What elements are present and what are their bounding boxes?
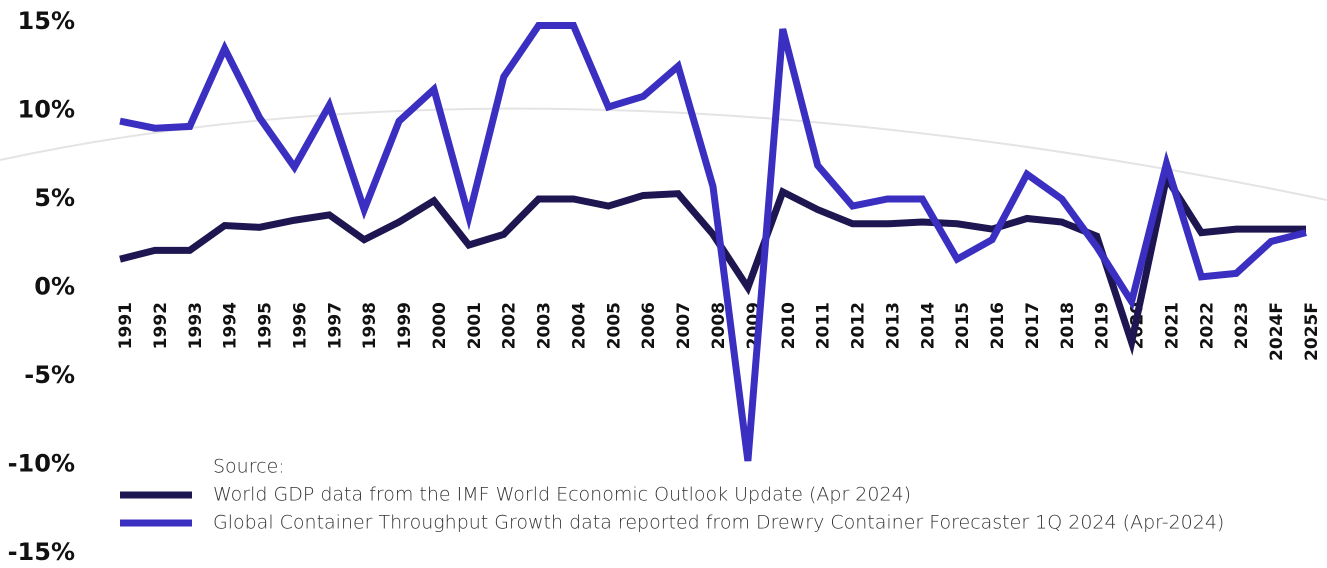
x-tick-label: 1993	[186, 302, 206, 349]
x-tick-label: 1994	[221, 302, 241, 349]
x-tick-label: 2017	[1023, 302, 1043, 349]
series-line	[119, 22, 1307, 462]
y-tick-label: 5%	[34, 184, 75, 212]
x-tick-label: 2014	[918, 302, 938, 349]
y-tick-label: -5%	[24, 361, 75, 389]
x-tick-label: 2010	[779, 302, 799, 349]
x-tick-label: 1999	[395, 302, 415, 349]
x-tick-label: 2001	[465, 302, 485, 349]
x-tick-label: 2003	[535, 302, 555, 349]
y-tick-label: 10%	[18, 96, 75, 124]
x-tick-label: 2011	[814, 302, 834, 349]
x-tick-label: 2021	[1162, 302, 1182, 349]
x-tick-label: 2005	[604, 302, 624, 349]
x-tick-label: 1996	[290, 302, 310, 349]
y-tick-label: -15%	[8, 538, 75, 566]
x-tick-label: 2024F	[1267, 302, 1287, 361]
x-tick-label: 2006	[639, 302, 659, 349]
y-tick-label: 15%	[18, 7, 75, 35]
x-tick-label: 1992	[151, 302, 171, 349]
x-tick-label: 1997	[325, 302, 345, 349]
x-tick-label: 1991	[116, 302, 136, 349]
x-tick-label: 2016	[988, 302, 1008, 349]
x-tick-label: 2008	[709, 302, 729, 349]
x-tick-label: 1995	[256, 302, 276, 349]
x-tick-label: 2002	[500, 302, 520, 349]
x-tick-label: 2022	[1197, 302, 1217, 349]
x-tick-label: 2015	[953, 302, 973, 349]
x-tick-label: 1998	[360, 302, 380, 349]
x-tick-label: 2023	[1232, 302, 1252, 349]
x-tick-label: 2000	[430, 302, 450, 349]
x-tick-label: 2004	[569, 302, 589, 349]
background-arc	[0, 107, 1327, 201]
x-tick-label: 2007	[674, 302, 694, 349]
legend-title: Source:	[213, 456, 285, 478]
x-tick-label: 2012	[849, 302, 869, 349]
x-tick-label: 2018	[1058, 302, 1078, 349]
x-tick-label: 2013	[883, 302, 903, 349]
legend-label: World GDP data from the IMF World Econom…	[213, 484, 911, 506]
y-tick-label: -10%	[8, 450, 75, 478]
y-tick-label: 0%	[34, 273, 75, 301]
x-tick-label: 2019	[1093, 302, 1113, 349]
x-tick-label: 2025F	[1302, 302, 1322, 361]
legend-label: Global Container Throughput Growth data …	[213, 512, 1224, 534]
